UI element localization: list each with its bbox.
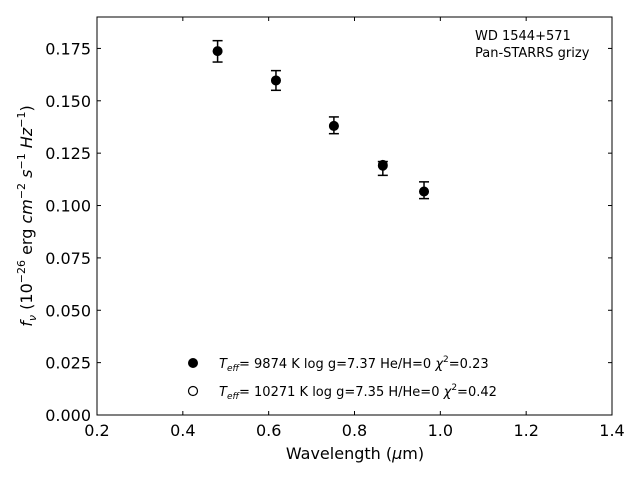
x-axis-label: Wavelength (μm) [286, 444, 424, 463]
x-tick-label: 0.2 [84, 421, 109, 440]
legend-entry-1: Teff= 9874 K log g=7.37 He/H=0 χ2=0.23 [219, 355, 489, 374]
x-tick-label: 0.4 [170, 421, 195, 440]
x-tick-label: 1.0 [428, 421, 453, 440]
point-open [271, 75, 281, 86]
legend: Teff= 9874 K log g=7.37 He/H=0 χ2=0.23 T… [187, 355, 497, 402]
x-tick-label: 0.8 [342, 421, 367, 440]
plot-frame [96, 16, 613, 416]
legend-entry-2: Teff= 10271 K log g=7.35 H/He=0 χ2=0.42 [219, 383, 497, 402]
y-tick-label: 0.075 [45, 249, 91, 268]
y-tick-label: 0.050 [45, 301, 91, 320]
y-tick-label: 0.150 [45, 92, 91, 111]
x-tick-label: 1.2 [513, 421, 538, 440]
legend-marker-filled [188, 358, 198, 368]
x-axis: 0.2 0.4 0.6 0.8 1.0 1.2 1.4 [84, 17, 625, 440]
x-tick-label: 0.6 [256, 421, 281, 440]
annotation-object: WD 1544+571 [475, 29, 571, 44]
plot-area [96, 16, 613, 416]
y-tick-label: 0.025 [45, 354, 91, 373]
error-bars [212, 39, 430, 200]
point-open [419, 186, 429, 197]
y-tick-label: 0.000 [45, 406, 91, 425]
y-tick-label: 0.125 [45, 144, 91, 163]
y-tick-label: 0.175 [45, 39, 91, 58]
y-tick-label: 0.100 [45, 197, 91, 216]
legend-marker-open [187, 385, 199, 397]
point-open [329, 121, 339, 131]
y-axis: 0.000 0.025 0.050 0.075 0.100 0.125 0.150 0.175 [45, 39, 612, 425]
data-points [212, 46, 430, 197]
point-open [212, 46, 223, 56]
annotation-survey: Pan-STARRS grizy [475, 46, 590, 61]
y-axis-label: fν (10−26 erg cm−2 s−1 Hz−1) [15, 105, 39, 326]
x-tick-label: 1.4 [599, 421, 624, 440]
point-open [378, 159, 388, 170]
